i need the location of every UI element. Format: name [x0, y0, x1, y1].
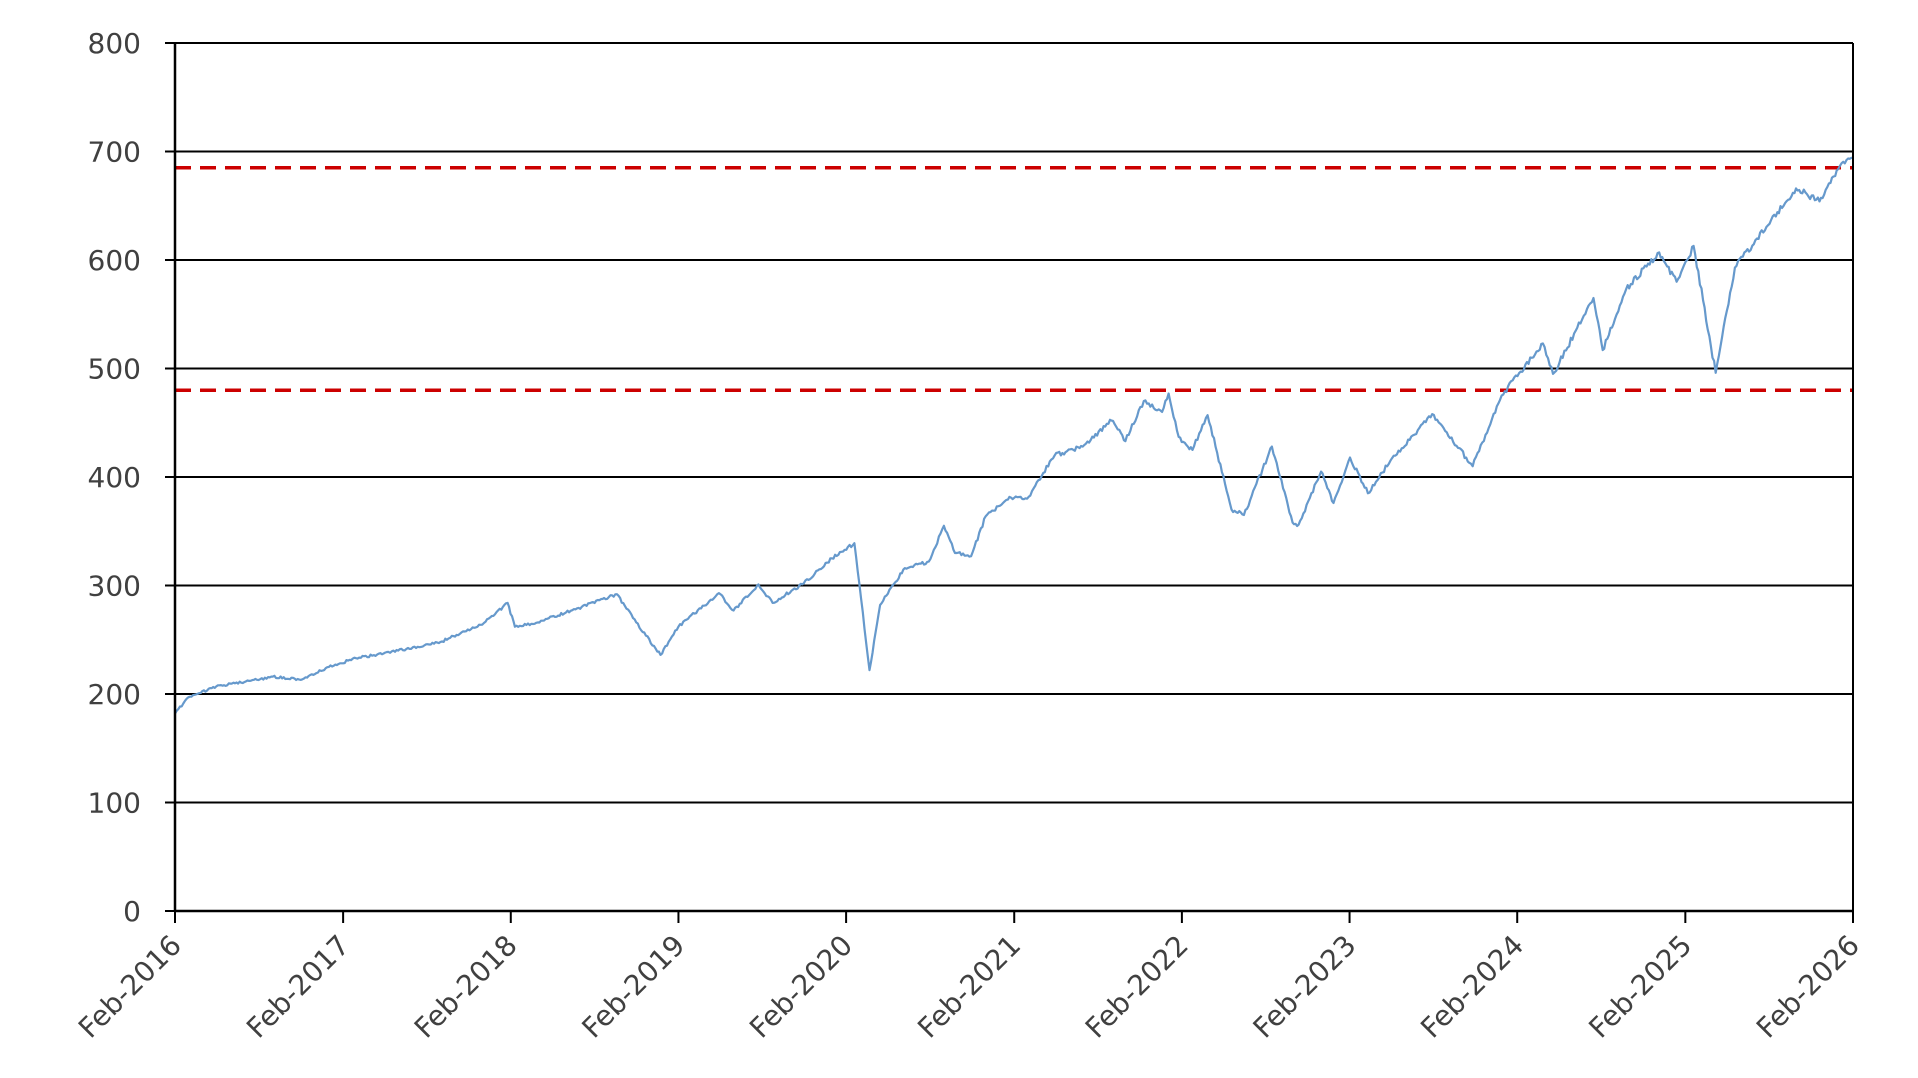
x-tick-label: Feb-2017	[240, 929, 356, 1045]
x-tick-labels: Feb-2016 Feb-2017 Feb-2018 Feb-2019 Feb-2020…	[72, 929, 1866, 1045]
x-tick-label: Feb-2019	[575, 929, 691, 1045]
x-tick-label: Feb-2024	[1414, 929, 1530, 1045]
x-tick-label: Feb-2023	[1247, 929, 1363, 1045]
x-tick-label: Feb-2021	[911, 929, 1027, 1045]
series-layer	[174, 156, 1854, 715]
y-tick-label: 300	[88, 570, 141, 603]
y-tick-label: 500	[88, 353, 141, 386]
x-tick-label: Feb-2025	[1582, 929, 1698, 1045]
y-tick-label: 700	[88, 136, 141, 169]
series-line	[174, 156, 1854, 715]
y-tick-label: 600	[88, 244, 141, 277]
x-tick-label: Feb-2026	[1750, 929, 1866, 1045]
y-tick-label: 100	[88, 787, 141, 820]
x-tick-label: Feb-2016	[72, 929, 188, 1045]
axes	[165, 42, 1854, 923]
y-tick-label: 200	[88, 678, 141, 711]
y-tick-labels: 0 100 200 300 400 500 600 700 800	[88, 27, 141, 928]
x-tick-label: Feb-2022	[1079, 929, 1195, 1045]
x-tick-label: Feb-2018	[408, 929, 524, 1045]
y-tick-label: 800	[88, 27, 141, 60]
gridlines	[175, 42, 1853, 804]
y-tick-label: 400	[88, 461, 141, 494]
x-tick-label: Feb-2020	[743, 929, 859, 1045]
y-tick-label: 0	[123, 895, 141, 928]
reference-lines	[175, 166, 1853, 392]
